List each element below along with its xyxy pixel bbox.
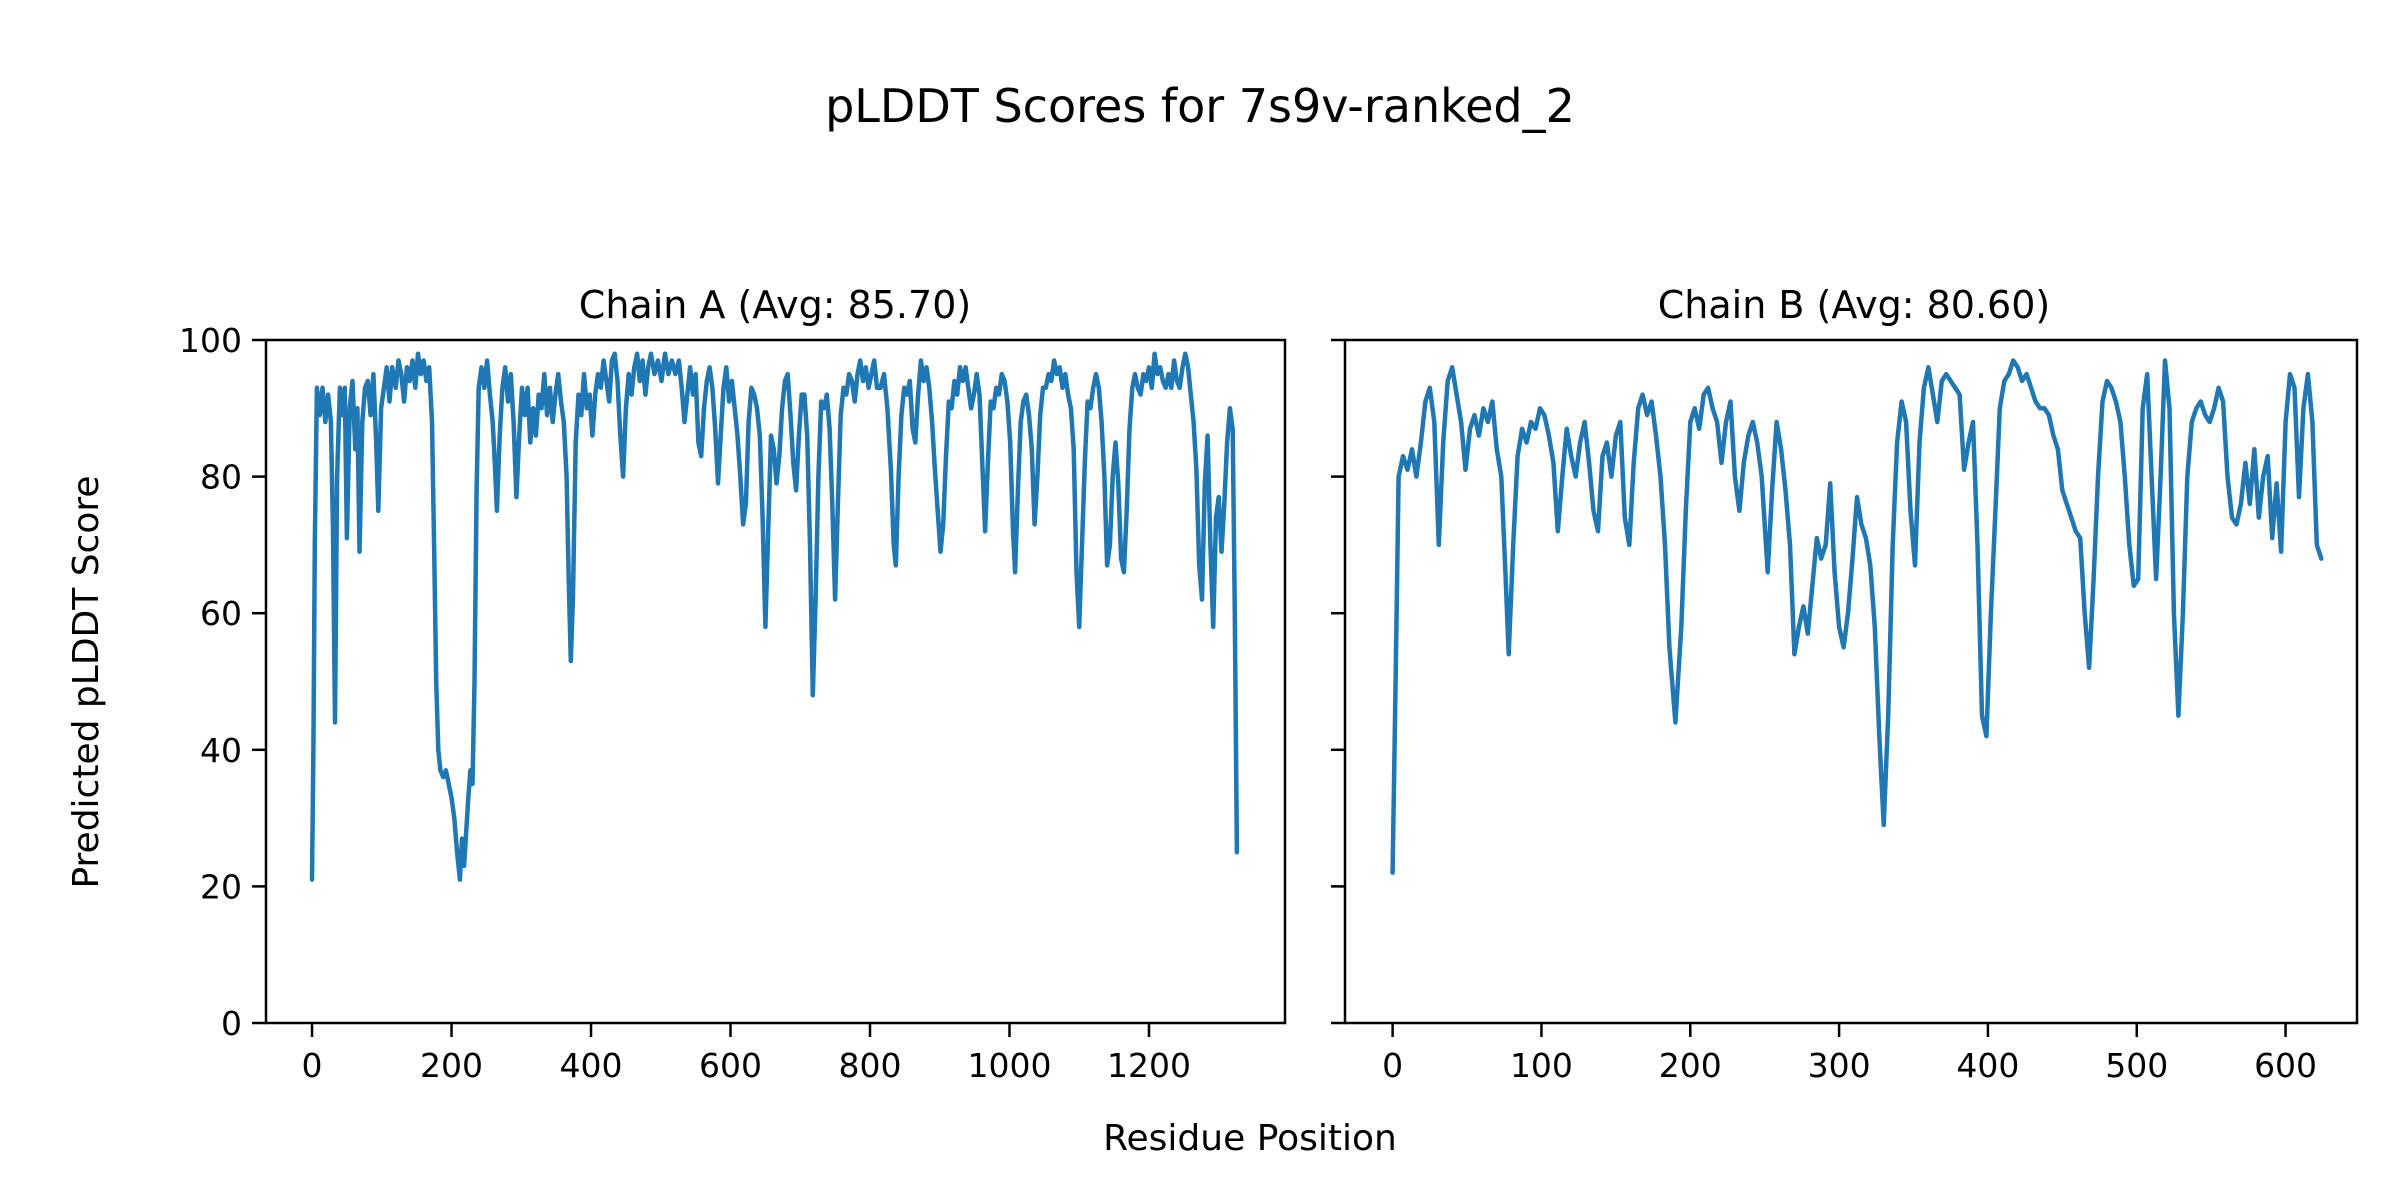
y-tick-label: 20 [200, 867, 242, 906]
x-tick-label: 200 [1659, 1046, 1722, 1085]
y-tick-label: 100 [179, 321, 242, 360]
axes-box [1343, 338, 2359, 1025]
x-tick-label: 100 [1510, 1046, 1573, 1085]
subplot-chain-a: 0 200 400 600 800 1000 1200 0 20 40 60 80 100 [179, 321, 1287, 1085]
x-axis-label: Residue Position [1103, 1118, 1397, 1159]
x-tick-label: 1200 [1107, 1046, 1191, 1085]
x-tick-label: 500 [2105, 1046, 2168, 1085]
subplot-chain-b: 0 100 200 300 400 500 600 [1331, 338, 2359, 1085]
plddt-line-chain-a [309, 351, 1240, 882]
x-tick-label: 400 [560, 1046, 623, 1085]
y-axis-label: Predicted pLDDT Score [66, 475, 107, 888]
subplot-b-title: Chain B (Avg: 80.60) [1658, 283, 2050, 327]
x-tick-label: 300 [1808, 1046, 1871, 1085]
x-tick-label: 600 [699, 1046, 762, 1085]
x-tick-label: 0 [302, 1046, 323, 1085]
x-tick-label: 400 [1956, 1046, 2019, 1085]
y-tick-label: 80 [200, 458, 242, 497]
x-tick-label: 0 [1382, 1046, 1403, 1085]
x-tick-label: 600 [2254, 1046, 2317, 1085]
x-tick-label: 200 [420, 1046, 483, 1085]
y-tick-label: 60 [200, 594, 242, 633]
x-tick-label: 1000 [968, 1046, 1052, 1085]
subplot-a-title: Chain A (Avg: 85.70) [579, 283, 971, 327]
x-tick-label: 800 [839, 1046, 902, 1085]
y-tick-label: 0 [221, 1004, 242, 1043]
axes-box [264, 338, 1287, 1025]
y-tick-label: 40 [200, 731, 242, 770]
plddt-line-chain-b [1390, 358, 2324, 875]
figure-title: pLDDT Scores for 7s9v-ranked_2 [825, 79, 1575, 133]
